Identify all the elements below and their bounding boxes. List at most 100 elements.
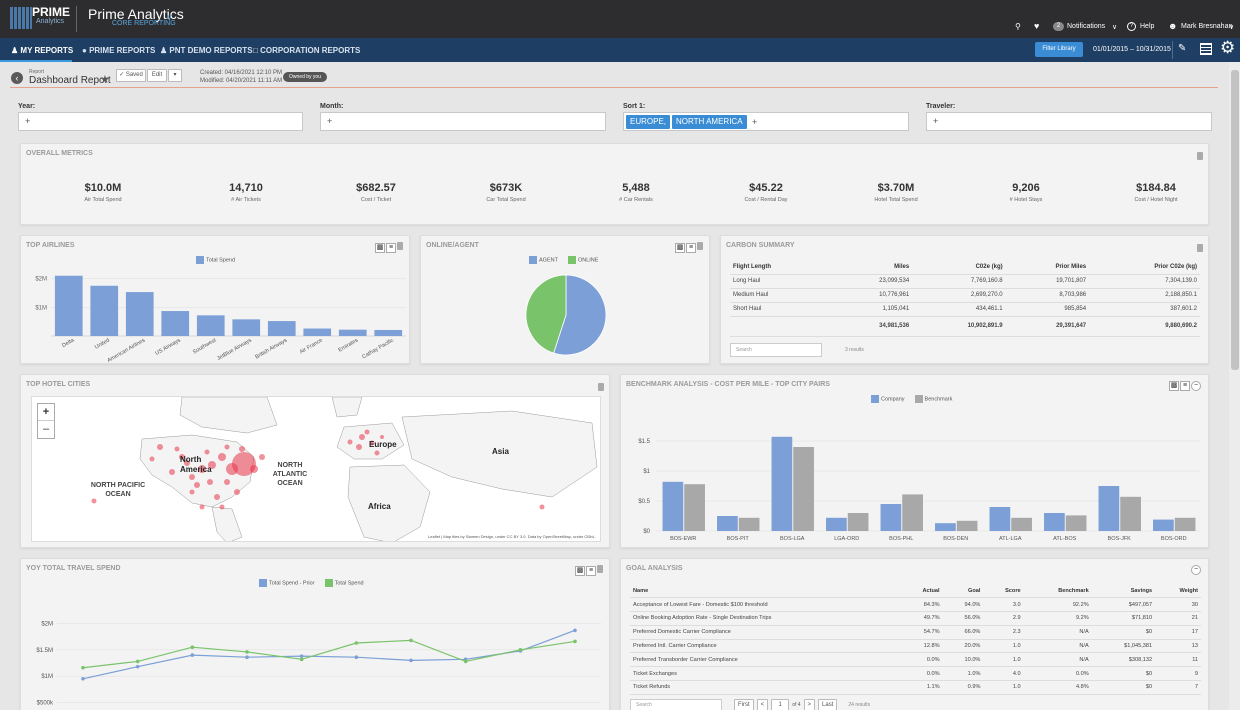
table-icon[interactable]: ≡ [586, 566, 596, 576]
table-cell: 4.8% [1023, 680, 1092, 695]
data-point [299, 654, 304, 658]
tab-my-reports[interactable]: ♟ MY REPORTS [11, 46, 73, 55]
search-icon[interactable]: ⚲ [1015, 22, 1021, 31]
bar [196, 315, 225, 336]
hotel-city-marker [179, 454, 185, 460]
metric-label: Car Total Spend [486, 197, 526, 203]
table-cell: N/A [1023, 625, 1092, 640]
bar-chart-icon[interactable]: ▩ [375, 243, 385, 253]
bar [90, 285, 119, 336]
table-cell: Acceptance of Lowest Fare - Domestic $10… [630, 597, 900, 613]
last-page-button[interactable]: Last [818, 699, 838, 710]
back-icon[interactable]: ‹ [11, 72, 23, 84]
bar-chart-icon[interactable]: ▩ [675, 243, 685, 253]
sort-tag-europe[interactable]: EUROPE, [626, 115, 671, 129]
page-number-input[interactable]: 1 [771, 699, 790, 710]
bar-chart-icon[interactable]: ▩ [575, 566, 585, 576]
zoom-out-button[interactable]: – [42, 423, 50, 435]
caret-down-icon[interactable]: ▾ [168, 69, 182, 82]
star-icon[interactable]: ★ [100, 74, 110, 86]
sort-tag-north-america[interactable]: NORTH AMERICA [672, 115, 747, 129]
pencil-icon[interactable]: ✎ [1178, 43, 1187, 54]
edit-button[interactable]: Edit [147, 69, 167, 82]
column-header: Flight Length [730, 260, 831, 275]
first-page-button[interactable]: First [734, 699, 754, 710]
bar [1044, 513, 1065, 531]
scrollbar-thumb[interactable] [1231, 70, 1239, 370]
metric-value: $45.22 [749, 182, 783, 194]
online-agent-panel: ONLINE/AGENT ▩ ≡ AGENT ONLINE [420, 235, 710, 364]
calendar-icon[interactable] [1200, 43, 1212, 55]
x-tick-label: BOS-JFK [1108, 536, 1132, 542]
sort-add[interactable]: + [752, 117, 758, 127]
hotel-city-marker [189, 474, 195, 480]
trash-icon[interactable] [598, 383, 604, 391]
tab-corporation-reports[interactable]: □ CORPORATION REPORTS [253, 46, 360, 55]
help-icon[interactable]: ? [1127, 22, 1136, 31]
chevron-down-icon[interactable]: ∨ [1229, 24, 1235, 31]
user-menu[interactable]: Mark Bresnahan [1181, 23, 1233, 30]
table-cell: 9 [1155, 666, 1201, 682]
table-cell: 0.0% [1023, 666, 1092, 682]
trash-icon[interactable] [597, 565, 603, 573]
header-separator [10, 87, 1218, 88]
hotel-map[interactable]: North America Europe Asia Africa NORTH A… [31, 396, 601, 542]
table-icon[interactable]: ≡ [386, 243, 396, 253]
goal-search-input[interactable]: Search [630, 699, 722, 710]
app-subtitle[interactable]: CORE REPORTING [112, 20, 176, 27]
help-link[interactable]: Help [1140, 23, 1155, 30]
chart-legend: Total Spend - Prior Total Spend [259, 579, 364, 587]
chevron-down-icon[interactable]: ∨ [166, 12, 173, 22]
page-scrollbar[interactable] [1229, 62, 1240, 710]
trash-icon[interactable] [697, 242, 703, 250]
pagination: First < 1 of 4 > Last 24 results [734, 699, 870, 710]
hotel-city-markers [91, 429, 545, 510]
saved-button[interactable]: ✓ Saved [116, 69, 146, 82]
modified-date: Modified: 04/20/2021 11:11 AM [200, 78, 283, 84]
trash-icon[interactable] [1197, 152, 1203, 160]
filter-library-button[interactable]: Filter Library [1035, 42, 1083, 57]
traveler-filter-input[interactable]: + [926, 112, 1212, 131]
chevron-down-icon[interactable]: ∨ [1112, 24, 1118, 31]
month-filter-input[interactable]: + [320, 112, 606, 131]
hotel-city-marker [224, 444, 230, 450]
bar-chart-icon[interactable]: ▩ [1169, 381, 1179, 391]
zoom-in-button[interactable]: + [38, 404, 54, 421]
legend-swatch [259, 579, 267, 587]
saved-label: Saved [125, 72, 143, 78]
remove-circle-icon[interactable]: − [1191, 565, 1201, 575]
trash-icon[interactable] [397, 242, 403, 250]
hotel-city-marker [347, 439, 353, 445]
table-icon[interactable]: ≡ [1180, 381, 1190, 391]
next-page-button[interactable]: > [803, 699, 816, 710]
table-cell: 17 [1155, 625, 1201, 640]
notifications-menu[interactable]: Notifications [1067, 23, 1106, 30]
table-icon[interactable]: ≡ [686, 243, 696, 253]
bar [125, 292, 154, 336]
group-icon: ♟ [160, 46, 170, 55]
trash-icon[interactable] [1197, 244, 1203, 252]
map-label-asia: Asia [492, 447, 509, 456]
tab-pnt-demo-reports[interactable]: ♟ PNT DEMO REPORTS [160, 46, 253, 55]
metric-value: 5,488 [622, 182, 650, 194]
table-cell: 92.2% [1023, 597, 1092, 613]
gear-icon[interactable]: ⚙ [1220, 38, 1236, 57]
bar [1065, 515, 1087, 531]
prev-page-button[interactable]: < [756, 699, 769, 710]
legend-label: Total Spend [334, 580, 364, 587]
carbon-search-input[interactable]: Search [730, 343, 822, 357]
results-count: 24 results [848, 702, 871, 708]
totals-row: 34,981,536 10,902,891.9 29,391,647 9,880,69… [730, 316, 1200, 337]
table-cell: 1.0 [983, 680, 1024, 695]
tab-prime-reports[interactable]: ● PRIME REPORTS [82, 46, 155, 55]
heart-icon[interactable]: ♥ [1034, 21, 1040, 31]
prime-logo[interactable]: PRIME Analytics [10, 5, 70, 33]
remove-circle-icon[interactable]: − [1191, 381, 1201, 391]
legend-swatch [871, 395, 879, 403]
series-line [82, 629, 576, 680]
date-range[interactable]: 01/01/2015 – 10/31/2015 [1093, 46, 1171, 53]
year-filter-input[interactable]: + [18, 112, 303, 131]
table-cell: 7,769,160.8 [912, 274, 1006, 289]
hotel-city-marker [169, 469, 175, 475]
